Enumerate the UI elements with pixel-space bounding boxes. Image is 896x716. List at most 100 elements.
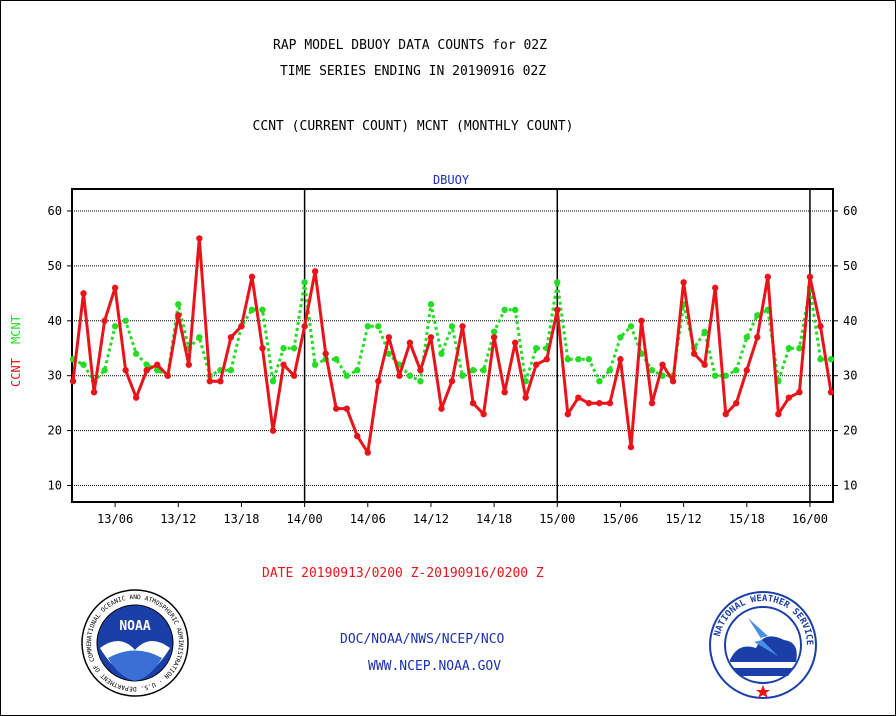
- data-point-ccnt: [575, 394, 582, 401]
- data-point-ccnt: [164, 372, 171, 379]
- data-point-mcnt: [448, 323, 456, 330]
- chart-title-line2: TIME SERIES ENDING IN 20190916 02Z: [279, 64, 547, 79]
- x-tick-label: 15/00: [539, 512, 575, 526]
- data-point-ccnt: [90, 388, 98, 396]
- x-tick-label: 15/12: [666, 512, 702, 526]
- data-point-ccnt: [796, 388, 803, 396]
- data-point-ccnt: [817, 323, 824, 330]
- data-point-ccnt: [101, 317, 108, 324]
- y-axis-label: CCNT MCNT: [9, 315, 23, 387]
- time-series-chart: DBUOY CCNT MCNT 10 10 20 20 30 30 40 40 50 50 60 60…: [9, 173, 858, 526]
- data-point-mcnt: [564, 356, 572, 363]
- x-tick-label: 13/12: [160, 512, 196, 526]
- data-point-ccnt: [564, 410, 572, 418]
- x-tick-label: 13/18: [223, 512, 259, 526]
- data-point-ccnt: [206, 377, 214, 385]
- data-point-ccnt: [722, 410, 729, 418]
- data-point-ccnt: [154, 361, 161, 368]
- data-point-ccnt: [585, 399, 593, 407]
- data-point-mcnt: [827, 356, 835, 363]
- data-point-mcnt: [648, 367, 656, 374]
- data-point-ccnt: [280, 361, 287, 368]
- data-point-ccnt: [217, 377, 224, 385]
- y-ticks: 10 10 20 20 30 30 40 40 50 50 60 60: [48, 204, 858, 493]
- data-point-ccnt: [385, 334, 393, 341]
- data-point-ccnt: [111, 284, 119, 292]
- data-point-mcnt: [269, 377, 277, 385]
- y-tick-label-left: 30: [48, 369, 62, 383]
- data-point-ccnt: [469, 399, 477, 407]
- series-mcnt: [69, 279, 835, 385]
- data-point-mcnt: [311, 361, 319, 368]
- data-point-ccnt: [269, 427, 277, 434]
- data-point-ccnt: [248, 273, 256, 281]
- data-point-mcnt: [132, 350, 140, 357]
- data-point-ccnt: [438, 405, 445, 412]
- data-point-mcnt: [743, 334, 750, 341]
- data-point-mcnt: [469, 367, 477, 374]
- data-point-mcnt: [575, 356, 582, 363]
- x-tick-label: 16/00: [792, 512, 828, 526]
- data-point-ccnt: [785, 394, 793, 401]
- chart-title-line1: RAP MODEL DBUOY DATA COUNTS for 02Z: [273, 38, 547, 53]
- data-point-mcnt: [154, 367, 161, 374]
- y-tick-label-right: 20: [843, 424, 857, 438]
- x-ticks: 13/06 13/12 13/18 14/00 14/06 14/12 14/18 15/00…: [97, 502, 828, 526]
- nws-logo-icon: NATIONAL WEATHER SERVICE: [709, 591, 817, 699]
- data-point-ccnt: [132, 394, 140, 401]
- data-point-ccnt: [543, 356, 550, 363]
- y-tick-label-left: 40: [48, 314, 62, 328]
- x-tick-label: 14/06: [350, 512, 386, 526]
- x-tick-label: 14/18: [476, 512, 512, 526]
- data-point-mcnt: [417, 377, 424, 385]
- data-point-mcnt: [627, 323, 635, 330]
- data-point-ccnt: [701, 361, 708, 368]
- y-tick-label-right: 30: [843, 369, 857, 383]
- data-point-ccnt: [375, 377, 382, 385]
- data-point-ccnt: [417, 367, 424, 374]
- data-point-mcnt: [101, 367, 108, 374]
- x-tick-label: 15/06: [602, 512, 638, 526]
- data-point-ccnt: [290, 372, 298, 379]
- data-point-mcnt: [533, 345, 540, 352]
- website-link[interactable]: WWW.NCEP.NOAA.GOV: [368, 659, 502, 674]
- data-point-mcnt: [385, 350, 393, 357]
- data-point-ccnt: [827, 388, 835, 396]
- y-tick-label-right: 50: [843, 259, 857, 273]
- data-point-mcnt: [227, 367, 235, 374]
- y-tick-label-left: 10: [48, 479, 62, 493]
- x-tick-label: 15/18: [729, 512, 765, 526]
- data-point-mcnt: [817, 356, 824, 363]
- data-point-mcnt: [490, 328, 498, 335]
- data-point-mcnt: [354, 367, 361, 374]
- data-point-mcnt: [259, 306, 266, 314]
- org-link[interactable]: DOC/NOAA/NWS/NCEP/NCO: [340, 632, 505, 647]
- data-point-ccnt: [122, 367, 129, 374]
- data-point-ccnt: [143, 367, 150, 374]
- x-tick-label: 14/12: [413, 512, 449, 526]
- noaa-logo-icon: NOAA NATIONAL OCEANIC AND ATMOSPHERIC AD…: [80, 588, 189, 697]
- data-point-ccnt: [480, 410, 487, 418]
- x-tick-label: 14/00: [287, 512, 323, 526]
- x-tick-label: 13/06: [97, 512, 133, 526]
- data-point-mcnt: [617, 334, 624, 341]
- data-point-ccnt: [185, 361, 193, 368]
- data-point-ccnt: [533, 361, 540, 368]
- data-point-ccnt: [354, 432, 361, 440]
- data-point-mcnt: [343, 372, 350, 379]
- data-point-ccnt: [332, 405, 340, 412]
- data-point-ccnt: [69, 377, 77, 385]
- data-point-ccnt: [754, 334, 761, 341]
- data-point-ccnt: [427, 334, 435, 341]
- y-axis-label-mcnt: MCNT: [9, 315, 23, 344]
- y-tick-label-right: 40: [843, 314, 857, 328]
- data-point-ccnt: [596, 399, 603, 407]
- data-point-mcnt: [332, 356, 340, 363]
- data-point-ccnt: [733, 399, 740, 407]
- data-point-ccnt: [659, 361, 666, 368]
- data-point-mcnt: [733, 367, 740, 374]
- data-point-ccnt: [764, 273, 772, 281]
- data-point-ccnt: [196, 235, 203, 242]
- data-point-ccnt: [522, 394, 529, 401]
- data-point-ccnt: [617, 356, 624, 363]
